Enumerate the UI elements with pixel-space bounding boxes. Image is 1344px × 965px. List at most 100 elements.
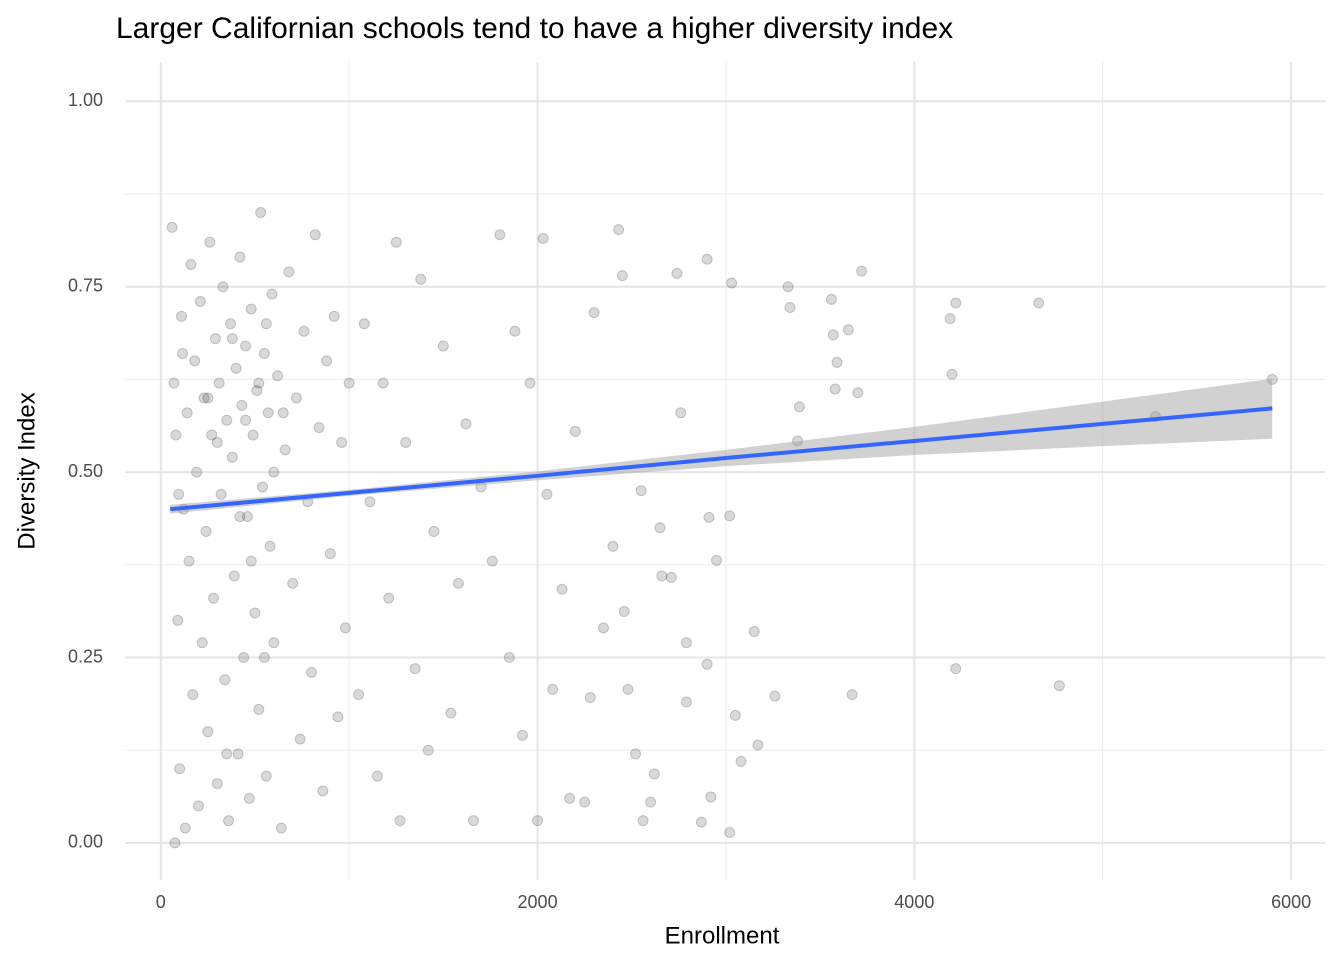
point: [428, 525, 440, 537]
point: [494, 229, 506, 241]
point: [266, 288, 278, 300]
point: [275, 822, 287, 834]
point: [846, 689, 858, 701]
point: [226, 333, 238, 345]
point: [486, 555, 498, 567]
point: [556, 583, 568, 595]
point: [735, 755, 747, 767]
point: [769, 690, 781, 702]
point: [324, 548, 336, 560]
x-tick-label: 2000: [518, 892, 558, 912]
point: [524, 377, 536, 389]
point: [752, 739, 764, 751]
point: [234, 251, 246, 263]
point: [198, 392, 210, 404]
point: [597, 622, 609, 634]
point: [191, 466, 203, 478]
point: [194, 296, 206, 308]
point: [238, 652, 250, 664]
point: [215, 488, 227, 500]
point: [792, 435, 804, 447]
point: [179, 822, 191, 834]
point: [339, 622, 351, 634]
point: [460, 418, 472, 430]
point: [332, 711, 344, 723]
point: [260, 318, 272, 330]
chart-title: Larger Californian schools tend to have …: [116, 12, 953, 45]
point: [852, 387, 864, 399]
point: [251, 385, 263, 397]
point: [665, 571, 677, 583]
point: [394, 815, 406, 827]
point: [622, 683, 634, 695]
point: [230, 362, 242, 374]
point: [452, 577, 464, 589]
y-tick-label: 1.00: [68, 90, 103, 110]
point: [224, 318, 236, 330]
point: [645, 796, 657, 808]
point: [711, 554, 723, 566]
point: [211, 436, 223, 448]
point: [415, 273, 427, 285]
point: [842, 324, 854, 336]
point: [240, 414, 252, 426]
point: [509, 325, 521, 337]
point: [637, 815, 649, 827]
point: [437, 340, 449, 352]
point: [176, 310, 188, 322]
point: [829, 383, 841, 395]
point: [176, 347, 188, 359]
point: [569, 425, 581, 437]
point: [516, 729, 528, 741]
point: [703, 511, 715, 523]
point: [588, 307, 600, 319]
point: [343, 377, 355, 389]
x-axis-title: Enrollment: [665, 922, 780, 949]
point: [371, 770, 383, 782]
point: [364, 496, 376, 508]
point: [726, 277, 738, 289]
point: [607, 540, 619, 552]
point: [181, 407, 193, 419]
point: [294, 733, 306, 745]
point: [268, 466, 280, 478]
fit-line: [170, 406, 1273, 512]
point: [630, 748, 642, 760]
point: [377, 377, 389, 389]
point: [187, 689, 199, 701]
point: [409, 663, 421, 675]
point: [287, 577, 299, 589]
point: [950, 663, 962, 675]
point: [173, 488, 185, 500]
point: [616, 270, 628, 282]
point: [183, 555, 195, 567]
point: [671, 267, 683, 279]
point: [680, 696, 692, 708]
point: [654, 522, 666, 534]
y-axis-title: Diversity Index: [13, 392, 40, 549]
point: [258, 347, 270, 359]
point: [245, 555, 257, 567]
point: [192, 800, 204, 812]
point: [262, 407, 274, 419]
point: [1266, 373, 1278, 385]
x-tick-label: 6000: [1271, 892, 1311, 912]
point: [825, 293, 837, 305]
point: [196, 637, 208, 649]
point: [240, 340, 252, 352]
point: [317, 785, 329, 797]
point: [234, 511, 246, 523]
point: [257, 481, 269, 493]
point: [236, 399, 248, 411]
y-tick-label: 0.50: [68, 461, 103, 481]
grid: 0 2000 4000 6000 0.00 0.25 0.50 0.75 1.00: [68, 62, 1325, 912]
point: [701, 658, 713, 670]
point: [537, 233, 549, 245]
point: [298, 325, 310, 337]
point: [255, 207, 267, 219]
point: [247, 429, 259, 441]
point: [793, 401, 805, 413]
point: [856, 265, 868, 277]
point: [579, 796, 591, 808]
point: [675, 407, 687, 419]
